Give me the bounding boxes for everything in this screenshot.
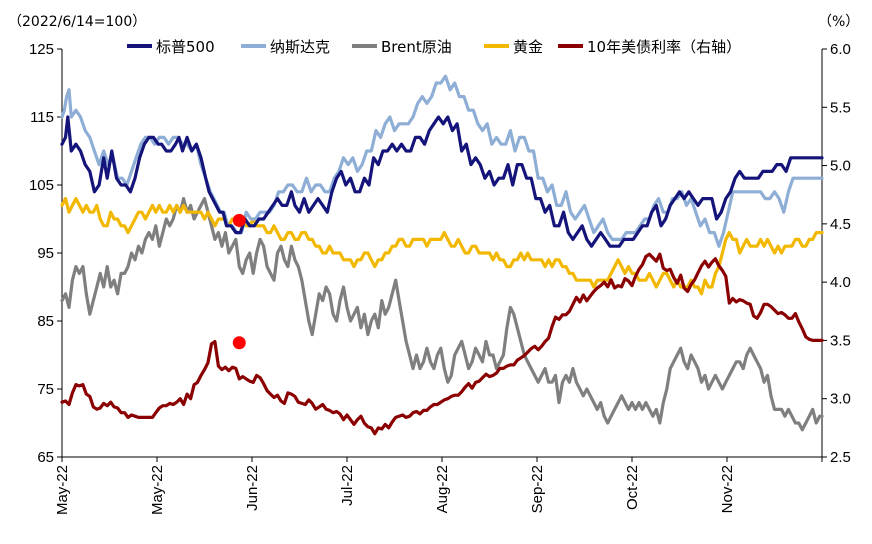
right-tick-label: 4.5 bbox=[830, 216, 851, 233]
legend: 标普500 纳斯达克 Brent原油 黄金 10年美债利率（右轴） bbox=[127, 38, 741, 56]
legend-label-brent: Brent原油 bbox=[381, 38, 452, 56]
right-tick-label: 5.5 bbox=[830, 99, 851, 116]
right-tick-label: 4.0 bbox=[830, 274, 851, 291]
series-line-us10y bbox=[60, 252, 824, 436]
left-tick-label: 65 bbox=[37, 449, 54, 466]
right-tick-label: 2.5 bbox=[830, 449, 851, 466]
series-line-brent bbox=[60, 197, 824, 432]
left-tick-label: 75 bbox=[37, 381, 54, 398]
marker-dot-gold bbox=[232, 213, 246, 227]
right-tick-label: 3.5 bbox=[830, 332, 851, 349]
x-tick-label: Nov-22 bbox=[719, 465, 736, 513]
left-tick-label: 115 bbox=[30, 109, 54, 126]
marker-dot-us10y bbox=[232, 336, 246, 350]
left-tick-label: 105 bbox=[29, 177, 54, 194]
right-tick-label: 3.0 bbox=[830, 391, 851, 408]
left-tick-label: 95 bbox=[37, 245, 54, 262]
series-line-sp500 bbox=[60, 115, 824, 248]
left-tick-label: 85 bbox=[37, 313, 54, 330]
legend-label-sp500: 标普500 bbox=[156, 38, 215, 56]
right-tick-label: 5.0 bbox=[830, 158, 851, 175]
x-tick-label: May-22 bbox=[149, 465, 166, 515]
axes: 65 75 85 95 105 115 125 2.5 3.0 3.5 4.0 4.5 5.0 5.5 6.… bbox=[29, 41, 851, 515]
x-tick-label: May-22 bbox=[54, 465, 71, 515]
right-tick-label: 6.0 bbox=[830, 41, 851, 58]
left-axis-unit: （2022/6/14=100） bbox=[8, 14, 146, 30]
legend-label-us10y: 10年美债利率（右轴） bbox=[587, 38, 741, 56]
x-tick-label: Sep-22 bbox=[529, 465, 546, 513]
x-tick-label: Jun-22 bbox=[244, 465, 261, 511]
series-line-nasdaq bbox=[60, 74, 824, 248]
right-axis-unit: （%） bbox=[818, 14, 859, 30]
left-tick-label: 125 bbox=[29, 41, 54, 58]
x-tick-label: Jul-22 bbox=[339, 465, 356, 506]
legend-label-nasdaq: 纳斯达克 bbox=[270, 38, 330, 56]
series-line-gold bbox=[60, 197, 824, 296]
x-tick-label: Aug-22 bbox=[434, 465, 451, 513]
legend-label-gold: 黄金 bbox=[513, 38, 543, 56]
series-layer bbox=[60, 74, 824, 436]
markers bbox=[232, 213, 246, 350]
x-tick-label: Oct-22 bbox=[624, 465, 641, 510]
